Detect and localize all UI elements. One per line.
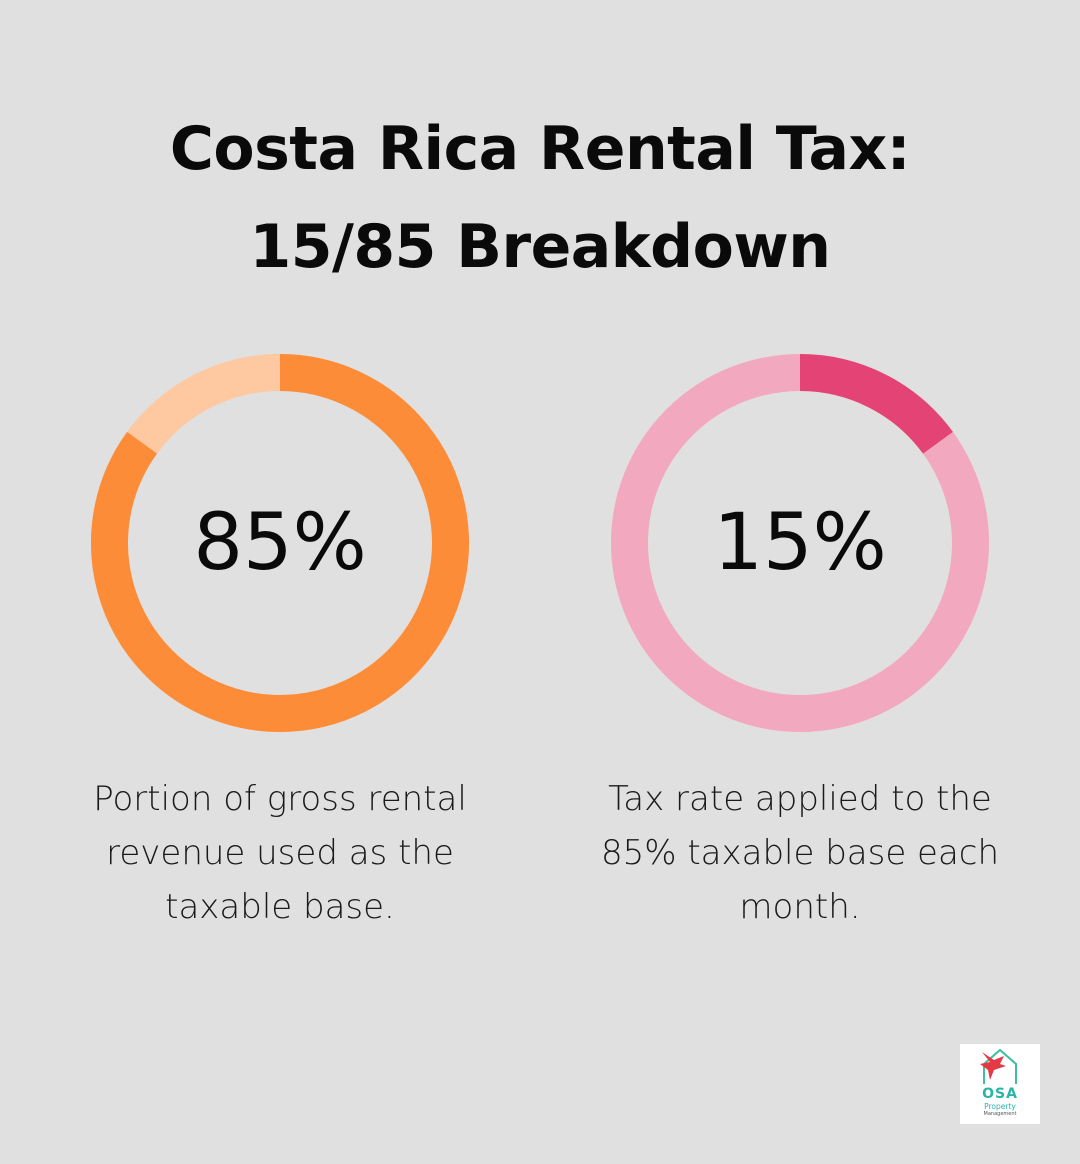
title-line-2: 15/85 Breakdown — [249, 212, 831, 282]
logo-property: Property — [984, 1102, 1016, 1111]
donut-value-arc — [91, 354, 469, 732]
donut-chart-tax-rate: 15% — [611, 354, 989, 732]
logo-management: Management — [983, 1111, 1017, 1117]
caption-taxable-base: Portion of gross rental revenue used as … — [93, 779, 467, 927]
donut-value-label: 15% — [713, 498, 886, 588]
donut-chart-taxable-base: 85% — [91, 354, 469, 732]
caption-tax-rate: Tax rate applied to the 85% taxable base… — [600, 779, 1000, 927]
osa-logo: OSA Property Management — [960, 1044, 1040, 1124]
donut-value-arc — [799, 354, 953, 454]
donut-value-label: 85% — [193, 498, 366, 588]
bird-house-icon — [980, 1048, 1017, 1084]
title-line-1: Costa Rica Rental Tax: — [169, 114, 911, 184]
chart-title: Costa Rica Rental Tax: 15/85 Breakdown — [0, 100, 1080, 296]
logo-name: OSA — [982, 1086, 1018, 1102]
